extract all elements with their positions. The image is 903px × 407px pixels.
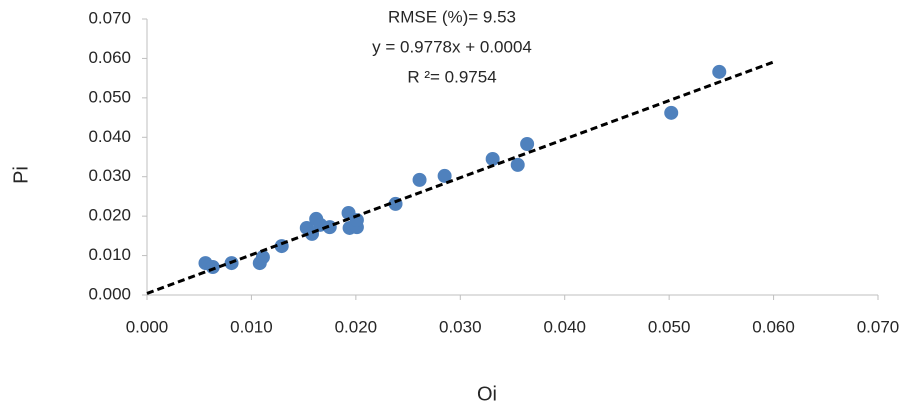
point <box>437 168 452 183</box>
y-tick-label: 0.030 <box>88 166 131 185</box>
point <box>510 157 525 172</box>
x-tick-label: 0.030 <box>439 317 482 336</box>
x-tick-label: 0.040 <box>543 317 586 336</box>
annotation: R ²= 0.9754 <box>407 67 496 86</box>
point <box>412 172 427 187</box>
y-tick-label: 0.060 <box>88 48 131 67</box>
x-tick-label: 0.010 <box>230 317 273 336</box>
x-tick-label: 0.070 <box>857 317 900 336</box>
x-tick-label: 0.000 <box>126 317 169 336</box>
point <box>664 105 679 120</box>
x-axis-title: Oi <box>477 383 497 405</box>
y-tick-label: 0.000 <box>88 284 131 303</box>
x-tick-label: 0.060 <box>752 317 795 336</box>
y-tick-label: 0.050 <box>88 87 131 106</box>
annotation: y = 0.9778x + 0.0004 <box>372 37 532 56</box>
point <box>255 250 270 265</box>
y-tick-label: 0.020 <box>88 206 131 225</box>
trendline <box>146 60 775 295</box>
point <box>205 260 220 275</box>
y-tick-label: 0.040 <box>88 127 131 146</box>
y-axis-title: Pi <box>10 166 32 184</box>
point <box>520 136 535 151</box>
x-tick-label: 0.020 <box>335 317 378 336</box>
y-tick-label: 0.070 <box>88 8 131 27</box>
annotation: RMSE (%)= 9.53 <box>388 7 516 26</box>
point <box>712 64 727 79</box>
point <box>485 151 500 166</box>
x-tick-label: 0.050 <box>648 317 691 336</box>
y-tick-label: 0.010 <box>88 245 131 264</box>
